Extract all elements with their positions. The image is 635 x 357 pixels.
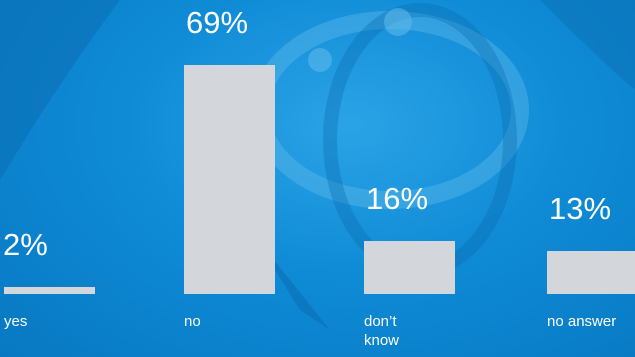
value-label: 13% — [549, 190, 612, 226]
bar — [4, 287, 95, 294]
value-label: 69% — [186, 4, 249, 40]
category-label: don’t know — [364, 313, 400, 349]
value-label: 2% — [3, 227, 48, 263]
bar — [547, 250, 635, 294]
value-label: 16% — [366, 180, 429, 216]
bar — [364, 240, 455, 294]
category-label: no answer — [547, 313, 617, 330]
category-label: no — [184, 313, 201, 330]
bar — [184, 64, 275, 294]
category-label: yes — [4, 313, 28, 330]
